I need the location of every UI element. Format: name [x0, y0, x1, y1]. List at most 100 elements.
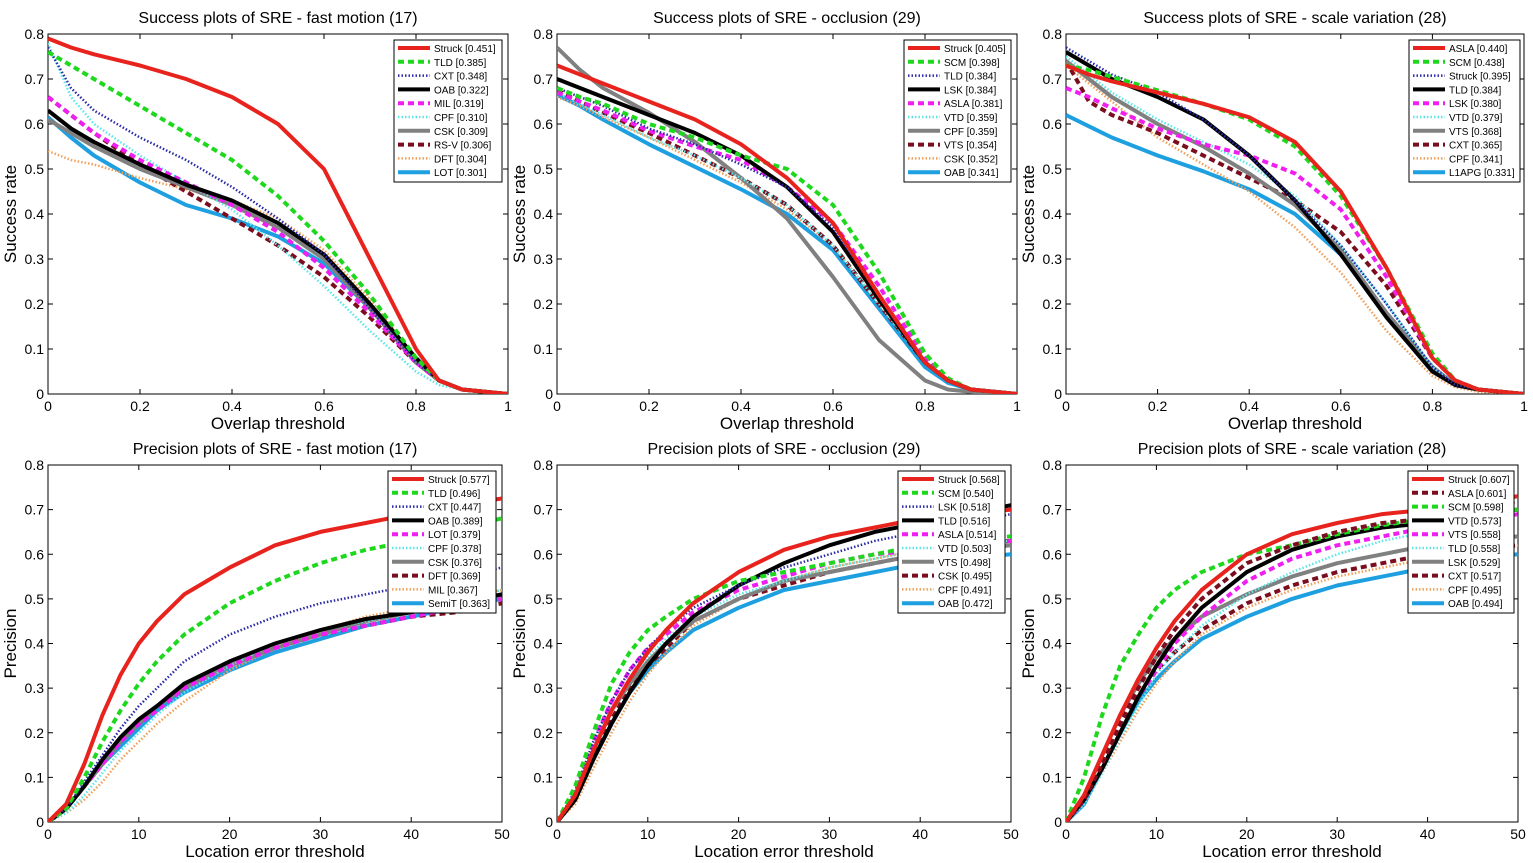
series-group — [557, 46, 1017, 394]
series-line — [48, 42, 508, 394]
legend-entry: LSK [0.380] — [1449, 99, 1501, 110]
y-tick-label: 0.7 — [1043, 71, 1063, 87]
chart-title: Precision plots of SRE - scale variation… — [1138, 441, 1447, 458]
legend-entry: TLD [0.558] — [1448, 544, 1500, 555]
chart-title: Success plots of SRE - fast motion (17) — [138, 10, 417, 27]
legend-entry: OAB [0.341] — [944, 168, 999, 179]
y-tick-label: 0.5 — [534, 161, 554, 177]
series-line — [48, 36, 508, 394]
legend-entry: ASLA [0.440] — [1449, 44, 1508, 55]
series-line — [557, 95, 1017, 394]
legend-entry: VTS [0.354] — [944, 141, 997, 152]
chart-title: Precision plots of SRE - fast motion (17… — [133, 441, 418, 458]
y-tick-label: 0.6 — [25, 546, 45, 562]
chart-title: Success plots of SRE - occlusion (29) — [653, 10, 921, 27]
legend: Struck [0.405] SCM [0.398] TLD [0.384] LSK … — [903, 39, 1012, 183]
y-tick-label: 0.6 — [534, 546, 554, 562]
legend-entry: LSK [0.518] — [938, 503, 990, 514]
legend-entry: LOT [0.301] — [434, 168, 487, 179]
x-tick-label: 0.8 — [1423, 398, 1443, 414]
legend-entry: DFT [0.369] — [428, 572, 481, 583]
legend-entry: TLD [0.516] — [938, 516, 990, 527]
chart-panel-5: 0 10 20 30 40 50 0 0.1 0.2 0.3 0.4 0.5 0.6 0.7 0.8 Prec… — [1019, 441, 1526, 861]
y-tick-label: 0 — [1054, 386, 1062, 402]
legend-entry: DFT [0.304] — [434, 154, 487, 165]
x-tick-label: 20 — [222, 826, 238, 842]
legend-entry: Struck [0.607] — [1448, 475, 1510, 486]
y-tick-label: 0.2 — [534, 725, 554, 741]
y-tick-label: 0.3 — [534, 680, 554, 696]
legend-entry: CPF [0.495] — [1448, 585, 1502, 596]
legend-entry: Struck [0.395] — [1449, 72, 1511, 83]
legend: Struck [0.568] SCM [0.540] LSK [0.518] TLD … — [897, 470, 1006, 614]
legend-entry: CSK [0.376] — [428, 558, 482, 569]
y-tick-label: 0.6 — [1043, 116, 1063, 132]
y-tick-label: 0.2 — [534, 296, 554, 312]
x-tick-label: 0.2 — [639, 398, 659, 414]
series-line — [1066, 64, 1524, 394]
legend-entry: MIL [0.367] — [428, 585, 478, 596]
x-tick-label: 0 — [1062, 398, 1070, 414]
x-tick-label: 0 — [553, 826, 561, 842]
x-tick-label: 0.4 — [222, 398, 242, 414]
legend-entry: CXT [0.517] — [1448, 572, 1501, 583]
legend: ASLA [0.440] SCM [0.438] Struck [0.395] TLD… — [1408, 39, 1521, 183]
series-line — [48, 588, 502, 822]
x-tick-label: 1 — [1013, 398, 1021, 414]
legend-entry: TLD [0.384] — [944, 72, 996, 83]
y-tick-label: 0.1 — [1043, 769, 1063, 785]
legend-entry: OAB [0.494] — [1448, 599, 1503, 610]
legend-entry: TLD [0.384] — [1449, 85, 1501, 96]
series-line — [557, 534, 1011, 822]
series-line — [557, 63, 1017, 394]
series-line — [1066, 63, 1524, 394]
legend-entry: RS-V [0.306] — [434, 141, 491, 152]
chart-panel-1: 0 0.2 0.4 0.6 0.8 1 0 0.1 0.2 0.3 0.4 0.5 0.6 0.7 0.8 S… — [510, 10, 1021, 433]
x-tick-label: 40 — [912, 826, 928, 842]
legend-entry: TLD [0.496] — [428, 489, 480, 500]
legend-entry: VTD [0.379] — [1449, 113, 1503, 124]
y-tick-label: 0.2 — [25, 296, 45, 312]
series-group — [48, 36, 508, 394]
legend-entry: CSK [0.495] — [938, 572, 992, 583]
chart-panel-4: 0 10 20 30 40 50 0 0.1 0.2 0.3 0.4 0.5 0.6 0.7 0.8 Prec… — [510, 441, 1019, 861]
y-tick-label: 0.6 — [25, 116, 45, 132]
y-tick-label: 0.8 — [534, 457, 554, 473]
legend-entry: CXT [0.348] — [434, 72, 487, 83]
legend-entry: VTD [0.573] — [1448, 516, 1502, 527]
x-tick-label: 1 — [504, 398, 512, 414]
y-tick-label: 0 — [545, 814, 553, 830]
legend: Struck [0.577] TLD [0.496] CXT [0.447] OAB … — [387, 470, 497, 614]
legend-entry: LSK [0.384] — [944, 85, 996, 96]
legend-entry: CSK [0.309] — [434, 127, 488, 138]
x-tick-label: 50 — [1510, 826, 1526, 842]
x-tick-label: 0 — [553, 398, 561, 414]
series-line — [557, 93, 1017, 394]
y-tick-label: 0.3 — [534, 251, 554, 267]
legend-entry: ASLA [0.381] — [944, 99, 1003, 110]
legend-entry: CSK [0.352] — [944, 154, 998, 165]
y-axis-label: Precision — [1019, 609, 1038, 679]
legend-entry: LSK [0.529] — [1448, 558, 1500, 569]
y-tick-label: 0.5 — [534, 591, 554, 607]
y-tick-label: 0.3 — [25, 680, 45, 696]
x-tick-label: 0.8 — [406, 398, 426, 414]
series-line — [1066, 86, 1524, 394]
x-tick-label: 0.4 — [1239, 398, 1259, 414]
legend-entry: CXT [0.447] — [428, 503, 481, 514]
legend-entry: Struck [0.405] — [944, 44, 1006, 55]
y-tick-label: 0.3 — [1043, 680, 1063, 696]
x-tick-label: 40 — [403, 826, 419, 842]
y-tick-label: 0.7 — [534, 502, 554, 518]
y-tick-label: 0.4 — [534, 636, 554, 652]
legend-entry: VTS [0.368] — [1449, 127, 1502, 138]
y-tick-label: 0.1 — [534, 341, 554, 357]
legend-entry: L1APG [0.331] — [1449, 168, 1515, 179]
y-tick-label: 0.8 — [25, 457, 45, 473]
y-tick-label: 0 — [1054, 814, 1062, 830]
x-tick-label: 0.2 — [130, 398, 150, 414]
x-axis-label: Overlap threshold — [1228, 414, 1362, 433]
x-axis-label: Overlap threshold — [211, 414, 345, 433]
legend-entry: SemiT [0.363] — [428, 599, 490, 610]
